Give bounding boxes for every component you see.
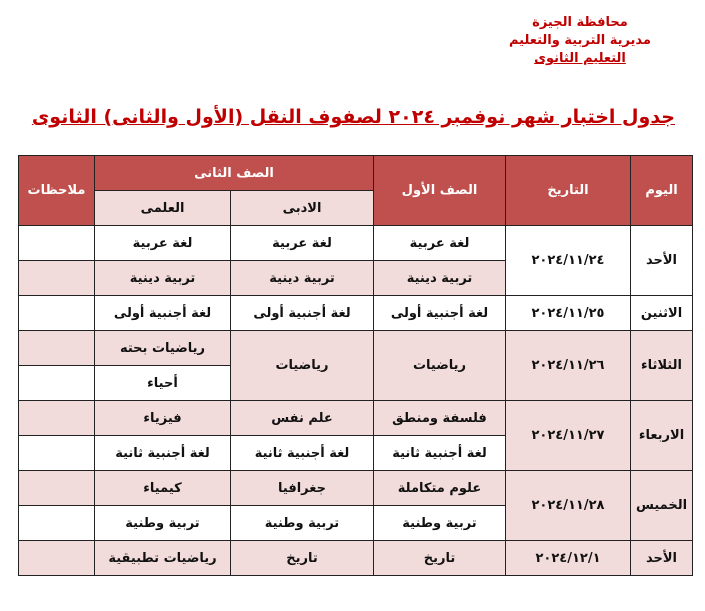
notes-cell [18, 330, 95, 366]
page-title: جدول اختبار شهر نوفمبر ٢٠٢٤ لصفوف النقل … [31, 106, 675, 128]
subject-cell: كيمياء [94, 470, 231, 506]
notes-cell [18, 540, 95, 576]
subject-cell: تربية وطنية [373, 505, 506, 541]
subject-cell: رياضيات [230, 330, 374, 401]
subject-cell: تربية دينية [373, 260, 506, 296]
subject-cell: لغة أجنبية ثانية [373, 435, 506, 471]
subject-cell: تربية وطنية [94, 505, 231, 541]
subject-cell: تربية دينية [230, 260, 374, 296]
table-row: لغة أجنبية ثانية لغة أجنبية ثانية لغة أج… [18, 435, 693, 471]
notes-cell [18, 365, 95, 401]
date-cell: ٢٠٢٤/١١/٢٧ [505, 400, 631, 471]
subject-cell: لغة أجنبية أولى [94, 295, 231, 331]
subject-cell: لغة عربية [94, 225, 231, 261]
notes-cell [18, 295, 95, 331]
subject-cell: لغة أجنبية أولى [230, 295, 374, 331]
table-row: الأحد ٢٠٢٤/١٢/١ تاريخ تاريخ رياضيات تطبي… [18, 540, 693, 576]
day-cell: الاثنين [630, 295, 693, 331]
subject-cell: علوم متكاملة [373, 470, 506, 506]
subject-cell: لغة عربية [230, 225, 374, 261]
date-cell: ٢٠٢٤/١١/٢٥ [505, 295, 631, 331]
header-literary: الادبى [230, 190, 374, 226]
table-row: الثلاثاء ٢٠٢٤/١١/٢٦ رياضيات رياضيات رياض… [18, 330, 693, 401]
subject-cell: تاريخ [373, 540, 506, 576]
subject-cell: فلسفة ومنطق [373, 400, 506, 436]
subject-cell: لغة أجنبية أولى [373, 295, 506, 331]
subject-cell: تاريخ [230, 540, 374, 576]
subject-cell: تربية وطنية [230, 505, 374, 541]
header-scientific: العلمى [94, 190, 231, 226]
subject-cell: جغرافيا [230, 470, 374, 506]
subject-cell: رياضيات بحته [94, 330, 231, 366]
governorate: محافظة الجيزة [532, 15, 628, 30]
exam-schedule-table: اليوم التاريخ الصف الأول الصف الثانى ملا… [18, 155, 693, 576]
notes-cell [18, 435, 95, 471]
table-row: تربية دينية تربية دينية تربية دينية [18, 260, 693, 296]
subject-cell: لغة عربية [373, 225, 506, 261]
subject-cell: علم نفس [230, 400, 374, 436]
day-cell: الأحد [630, 540, 693, 576]
date-cell: ٢٠٢٤/١١/٢٤ [505, 225, 631, 296]
day-cell: الاربعاء [630, 400, 693, 471]
header-date: التاريخ [505, 155, 631, 226]
subject-cell: رياضيات تطبيقية [94, 540, 231, 576]
notes-cell [18, 260, 95, 296]
date-cell: ٢٠٢٤/١١/٢٨ [505, 470, 631, 541]
header-day: اليوم [630, 155, 693, 226]
table-row: تربية وطنية تربية وطنية تربية وطنية [18, 505, 693, 541]
directorate: مديرية التربية والتعليم [508, 33, 651, 48]
subject-cell: فيزياء [94, 400, 231, 436]
table-row: الاربعاء ٢٠٢٤/١١/٢٧ فلسفة ومنطق علم نفس … [18, 400, 693, 471]
notes-cell [18, 225, 95, 261]
table-row: أحياء [18, 365, 693, 401]
table-row: الاثنين ٢٠٢٤/١١/٢٥ لغة أجنبية أولى لغة أ… [18, 295, 693, 331]
date-cell: ٢٠٢٤/١٢/١ [505, 540, 631, 576]
day-cell: الخميس [630, 470, 693, 541]
notes-cell [18, 505, 95, 541]
date-cell: ٢٠٢٤/١١/٢٦ [505, 330, 631, 401]
subject-cell: تربية دينية [94, 260, 231, 296]
day-cell: الثلاثاء [630, 330, 693, 401]
subject-cell: رياضيات [373, 330, 506, 401]
notes-cell [18, 400, 95, 436]
subject-cell: أحياء [94, 365, 231, 401]
subject-cell: لغة أجنبية ثانية [230, 435, 374, 471]
header-notes: ملاحظات [18, 155, 95, 226]
department: التعليم الثانوى [534, 51, 626, 66]
day-cell: الأحد [630, 225, 693, 296]
table-row: الخميس ٢٠٢٤/١١/٢٨ علوم متكاملة جغرافيا ك… [18, 470, 693, 541]
header-second-grade: الصف الثانى [94, 155, 374, 191]
table-row: الأحد ٢٠٢٤/١١/٢٤ لغة عربية لغة عربية لغة… [18, 225, 693, 296]
header-first-grade: الصف الأول [373, 155, 506, 226]
subject-cell: لغة أجنبية ثانية [94, 435, 231, 471]
notes-cell [18, 470, 95, 506]
letterhead: محافظة الجيزة مديرية التربية والتعليم ال… [509, 14, 651, 68]
